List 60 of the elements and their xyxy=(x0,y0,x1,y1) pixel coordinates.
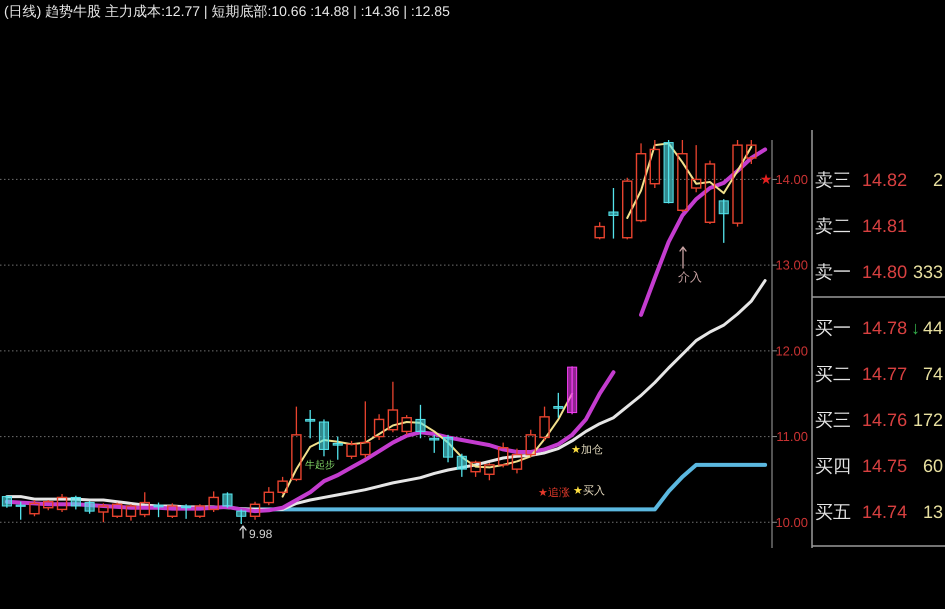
candlestick xyxy=(305,409,316,439)
candlestick xyxy=(98,502,109,523)
candlestick xyxy=(2,495,12,508)
text: 买二 14.77 74 xyxy=(815,364,944,384)
candlestick xyxy=(636,142,646,223)
candlestick xyxy=(236,508,246,525)
candlestick xyxy=(567,366,578,415)
text: 卖一 14.80 333 xyxy=(815,262,944,282)
candlestick xyxy=(690,144,702,193)
text: 买三 14.76 172 xyxy=(815,410,944,430)
candlestick xyxy=(153,502,164,518)
candlestick xyxy=(16,501,26,520)
candlestick xyxy=(470,460,481,478)
annotation: ★追涨 xyxy=(538,487,570,499)
y-tick-label: 10.00 xyxy=(775,514,808,530)
text: 买四 14.75 60 xyxy=(815,456,944,476)
candlestick xyxy=(318,418,330,457)
candlestick xyxy=(718,198,729,244)
candlestick xyxy=(208,490,219,513)
candlestick xyxy=(498,442,508,468)
candlestick xyxy=(181,504,192,520)
y-tick-label: 14.00 xyxy=(775,172,808,187)
candlestick xyxy=(332,436,343,460)
y-tick-label: 12.00 xyxy=(775,343,808,358)
candlestick xyxy=(442,434,454,463)
candlestick xyxy=(608,187,619,240)
y-tick-label: 11.00 xyxy=(776,429,808,444)
annotation: ★ xyxy=(760,171,772,187)
candlestick xyxy=(664,139,674,204)
text: 买一 14.78 ↓ 44 xyxy=(815,318,944,338)
candlestick xyxy=(264,486,274,506)
candlestick xyxy=(291,406,302,482)
candlestick xyxy=(415,404,426,439)
candlestick xyxy=(140,492,150,518)
annotation: ★买入 xyxy=(573,484,605,497)
text: 卖二 14.81 xyxy=(815,216,908,236)
candlestick xyxy=(512,448,522,474)
annotation: ★加仓 xyxy=(571,443,603,456)
annotation: 介入 xyxy=(678,270,702,284)
candlestick xyxy=(539,406,550,442)
candlestick xyxy=(360,400,371,459)
candlestick xyxy=(456,453,467,478)
candlestick xyxy=(70,495,81,510)
candlestick xyxy=(401,414,412,436)
annotation: 牛起步 xyxy=(305,459,335,471)
candlestick xyxy=(388,381,398,433)
candlestick xyxy=(429,434,440,454)
candlestick xyxy=(746,139,757,165)
candlestick xyxy=(222,492,233,508)
chart-title: (日线) 趋势牛股 主力成本:12.77 | 短期底部:10.66 :14.88 | :14.36 | :12.85 xyxy=(4,3,450,19)
y-tick-label: 13.00 xyxy=(775,258,808,273)
candlestick xyxy=(484,462,495,481)
candlestick xyxy=(553,392,564,418)
candlestick xyxy=(526,429,536,458)
text: 买五 14.74 13 xyxy=(815,502,944,522)
candlestick xyxy=(84,500,95,514)
annotation: 9.98 xyxy=(249,527,273,541)
candlestick xyxy=(677,139,688,213)
candlestick xyxy=(650,139,660,189)
text: 卖三 14.82 2 xyxy=(815,170,944,190)
